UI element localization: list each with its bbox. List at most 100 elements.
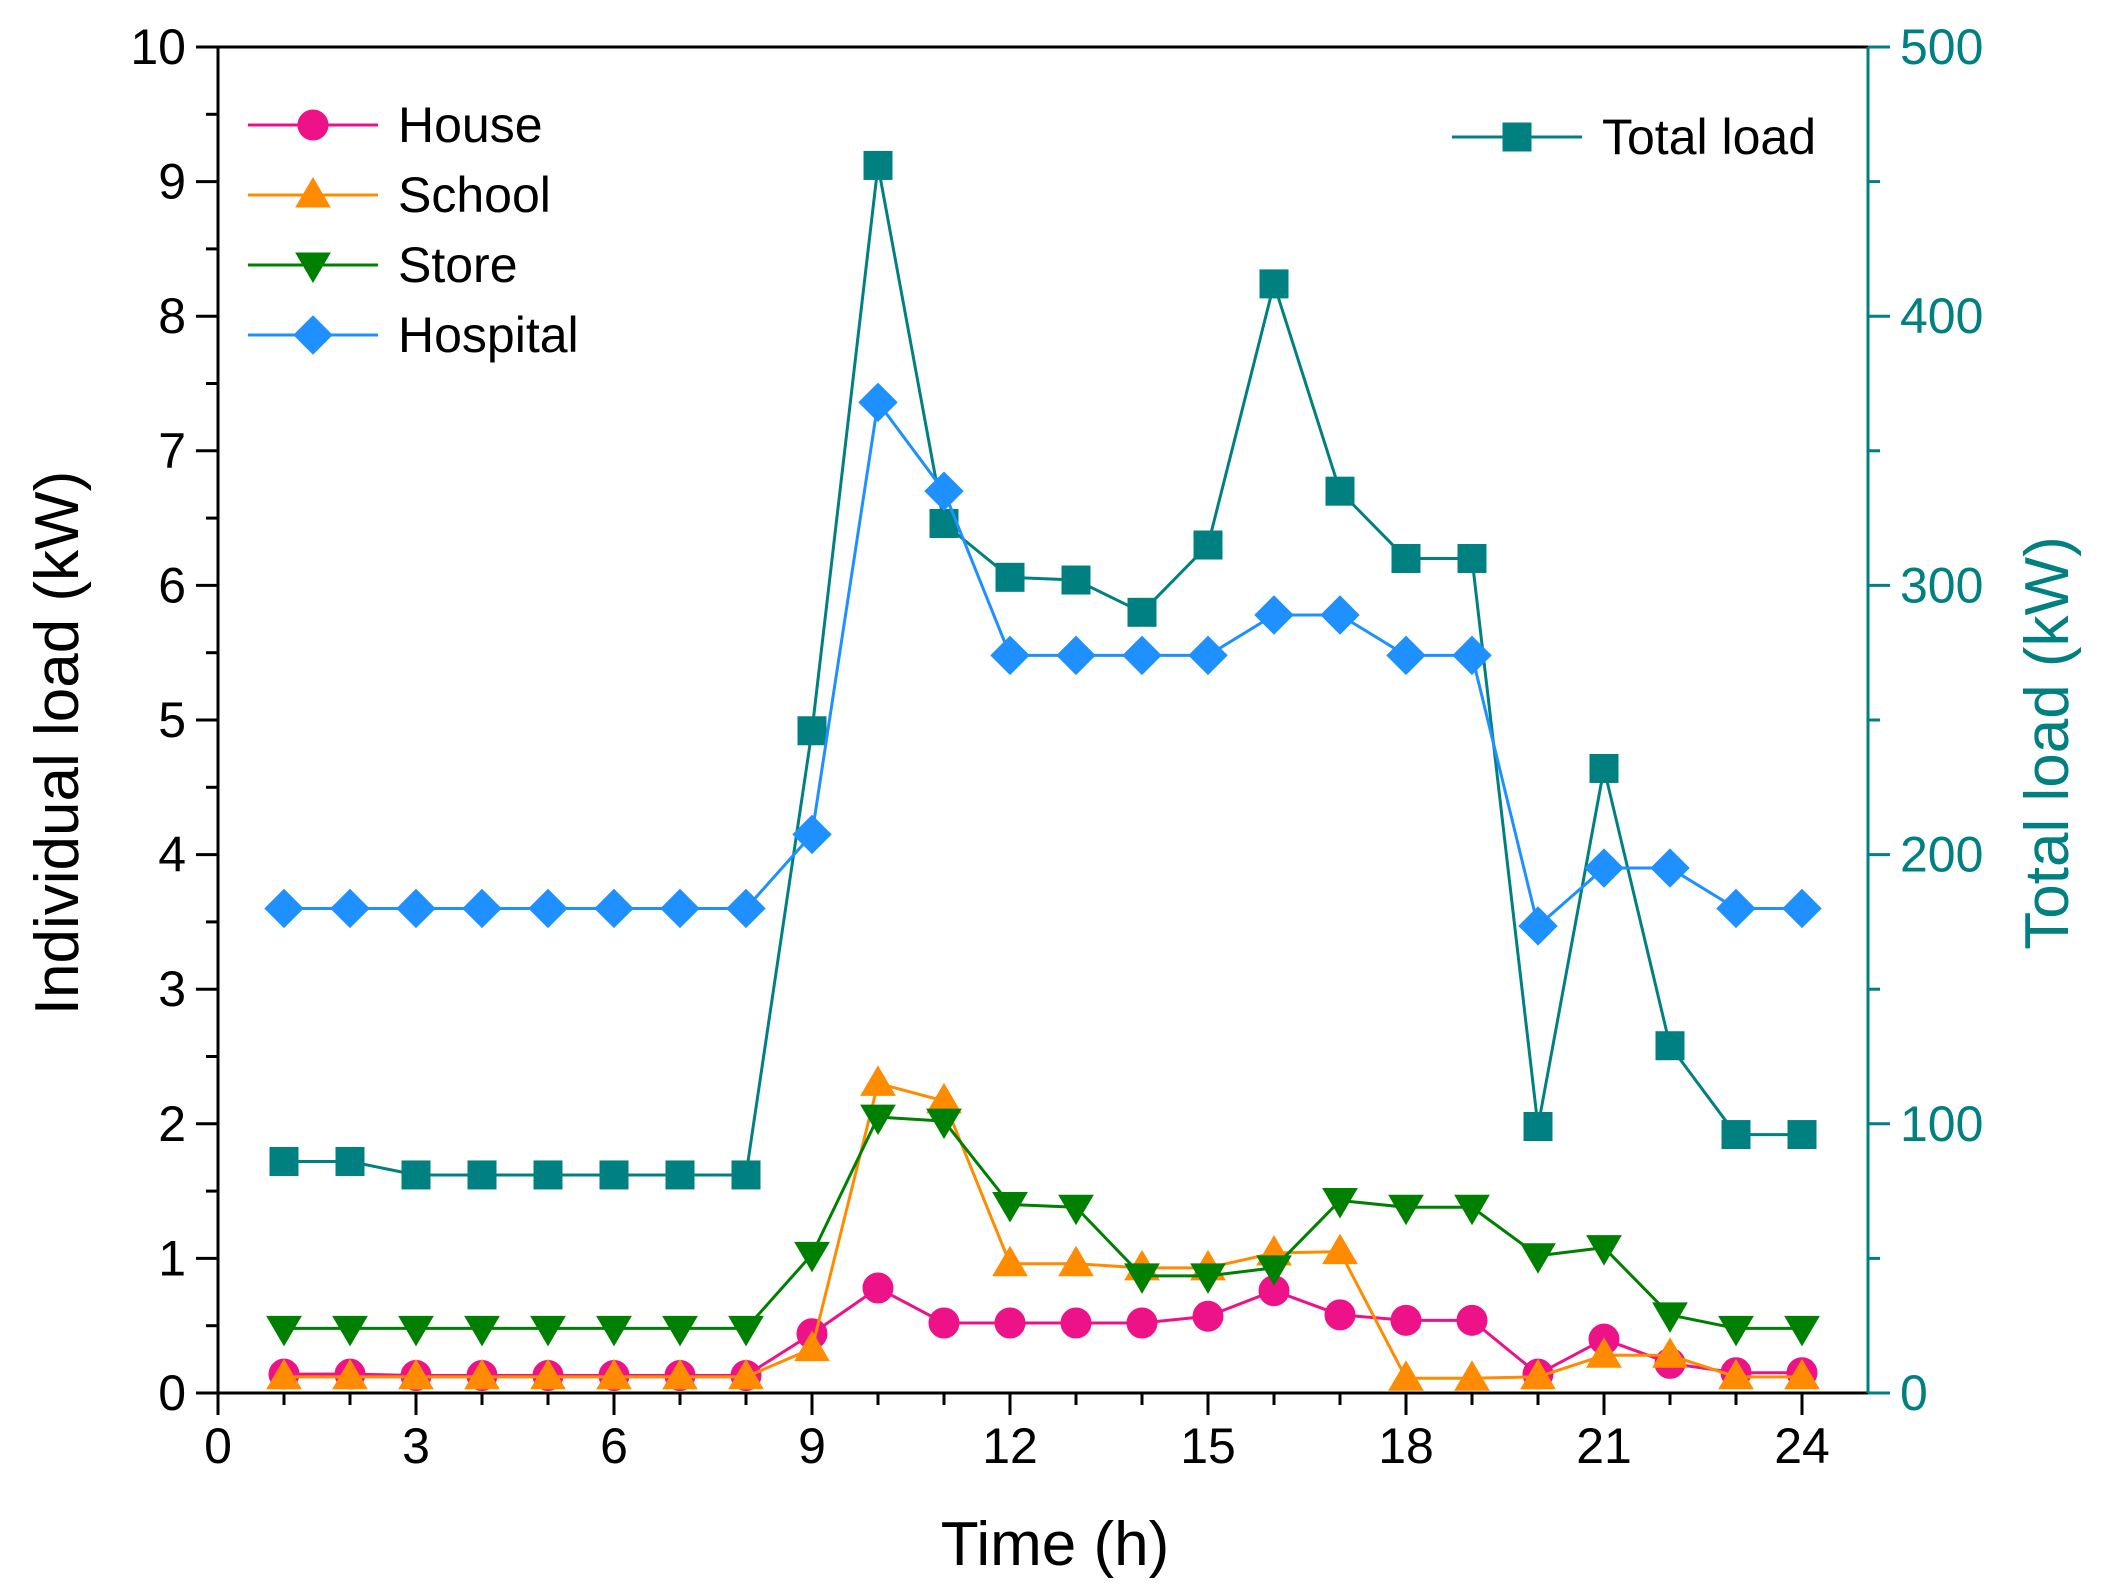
total-load-point: [1193, 530, 1223, 560]
hospital-point: [924, 471, 964, 511]
house-point: [994, 1307, 1026, 1339]
store-point: [1586, 1235, 1622, 1266]
y2-tick-label: 500: [1900, 19, 1983, 75]
x-tick-label: 21: [1576, 1418, 1632, 1474]
hospital-point: [462, 888, 502, 929]
store-point: [1058, 1194, 1094, 1226]
hospital-point: [660, 888, 700, 929]
store-point: [1520, 1243, 1556, 1274]
store-point: [1190, 1263, 1226, 1294]
legend-label: Store: [398, 237, 518, 293]
hospital-point: [264, 888, 304, 929]
school-point: [728, 1358, 764, 1390]
y-tick-label: 1: [158, 1230, 186, 1286]
y-axis-title: Individual load (kW): [23, 471, 92, 1015]
hospital-point: [1386, 635, 1426, 676]
legend-layer: House School Store Hospital Total load: [248, 97, 1816, 363]
labels-layer: 0 3 6 9 12 15 18 21 2401234567891001002003004005…: [130, 19, 1983, 1474]
hospital-point: [1518, 906, 1558, 946]
legend-item-store: Store: [248, 237, 518, 293]
legend-marker: [295, 252, 331, 283]
hospital-point: [1650, 848, 1690, 888]
school-point: [1454, 1360, 1490, 1391]
store-point: [266, 1315, 302, 1347]
hospital-point: [1716, 888, 1756, 929]
legend-marker: [293, 315, 333, 355]
hospital-point: [1188, 635, 1228, 676]
house-point: [862, 1272, 894, 1304]
school-point: [596, 1358, 632, 1390]
x-tick-label: 12: [982, 1418, 1038, 1474]
total-load-point: [1523, 1111, 1553, 1141]
school-point: [662, 1358, 698, 1390]
store-line: [284, 1115, 1802, 1330]
legend-marker: [297, 109, 329, 141]
x-tick-label: 15: [1180, 1418, 1236, 1474]
y-tick-label: 7: [158, 423, 186, 479]
total-load-point: [1787, 1120, 1817, 1150]
school-point: [530, 1358, 566, 1390]
series-layer: [264, 150, 1822, 1392]
y-tick-label: 0: [158, 1365, 186, 1421]
total-load-point: [533, 1160, 563, 1190]
hospital-point: [1320, 595, 1360, 635]
y2-tick-label: 300: [1900, 557, 1983, 613]
y2-tick-label: 0: [1900, 1365, 1928, 1421]
total-load-point: [1589, 753, 1619, 783]
house-point: [1456, 1304, 1488, 1336]
hospital-point: [1782, 888, 1822, 929]
total-load-point: [1127, 597, 1157, 627]
total-load-point: [797, 716, 827, 746]
series-hospital: [264, 382, 1822, 946]
store-point: [1322, 1188, 1358, 1219]
house-point: [1192, 1300, 1224, 1332]
total-load-point: [269, 1146, 299, 1176]
x-tick-label: 0: [204, 1418, 232, 1474]
total-load-point: [401, 1160, 431, 1190]
total-load-point: [599, 1160, 629, 1190]
hospital-point: [792, 814, 832, 855]
school-line: [284, 1081, 1802, 1380]
x-tick-label: 18: [1378, 1418, 1434, 1474]
y-tick-label: 6: [158, 557, 186, 613]
y-tick-label: 3: [158, 961, 186, 1017]
hospital-point: [858, 382, 898, 423]
store-point: [596, 1315, 632, 1347]
y-tick-label: 10: [130, 19, 186, 75]
total-load-point: [731, 1160, 761, 1190]
house-point: [1126, 1307, 1158, 1339]
series-house: [268, 1272, 1818, 1392]
legend-label: House: [398, 97, 543, 153]
hospital-point: [1584, 848, 1624, 888]
school-point: [1652, 1337, 1688, 1368]
total-load-point: [335, 1146, 365, 1176]
house-point: [928, 1307, 960, 1339]
store-point: [794, 1241, 830, 1273]
series-store: [266, 1104, 1820, 1347]
hospital-point: [1452, 635, 1492, 676]
legend-item-house: House: [248, 97, 543, 153]
x-tick-label: 9: [798, 1418, 826, 1474]
y-tick-label: 5: [158, 692, 186, 748]
store-point: [464, 1315, 500, 1347]
hospital-point: [1254, 595, 1294, 635]
y2-tick-label: 400: [1900, 288, 1983, 344]
total-load-point: [1721, 1120, 1751, 1150]
store-point: [1652, 1302, 1688, 1333]
x-tick-label: 6: [600, 1418, 628, 1474]
total-load-point: [1259, 269, 1289, 299]
legend-marker: [295, 177, 331, 208]
house-point: [1060, 1307, 1092, 1339]
x-tick-label: 24: [1774, 1418, 1830, 1474]
hospital-point: [528, 888, 568, 929]
store-point: [1256, 1255, 1292, 1286]
legend-marker: [1502, 122, 1532, 152]
school-point: [1586, 1337, 1622, 1368]
x-tick-label: 3: [402, 1418, 430, 1474]
total-load-point: [1391, 543, 1421, 573]
legend-item-hospital: Hospital: [248, 307, 579, 363]
store-point: [1784, 1315, 1820, 1347]
total-load-point: [467, 1160, 497, 1190]
